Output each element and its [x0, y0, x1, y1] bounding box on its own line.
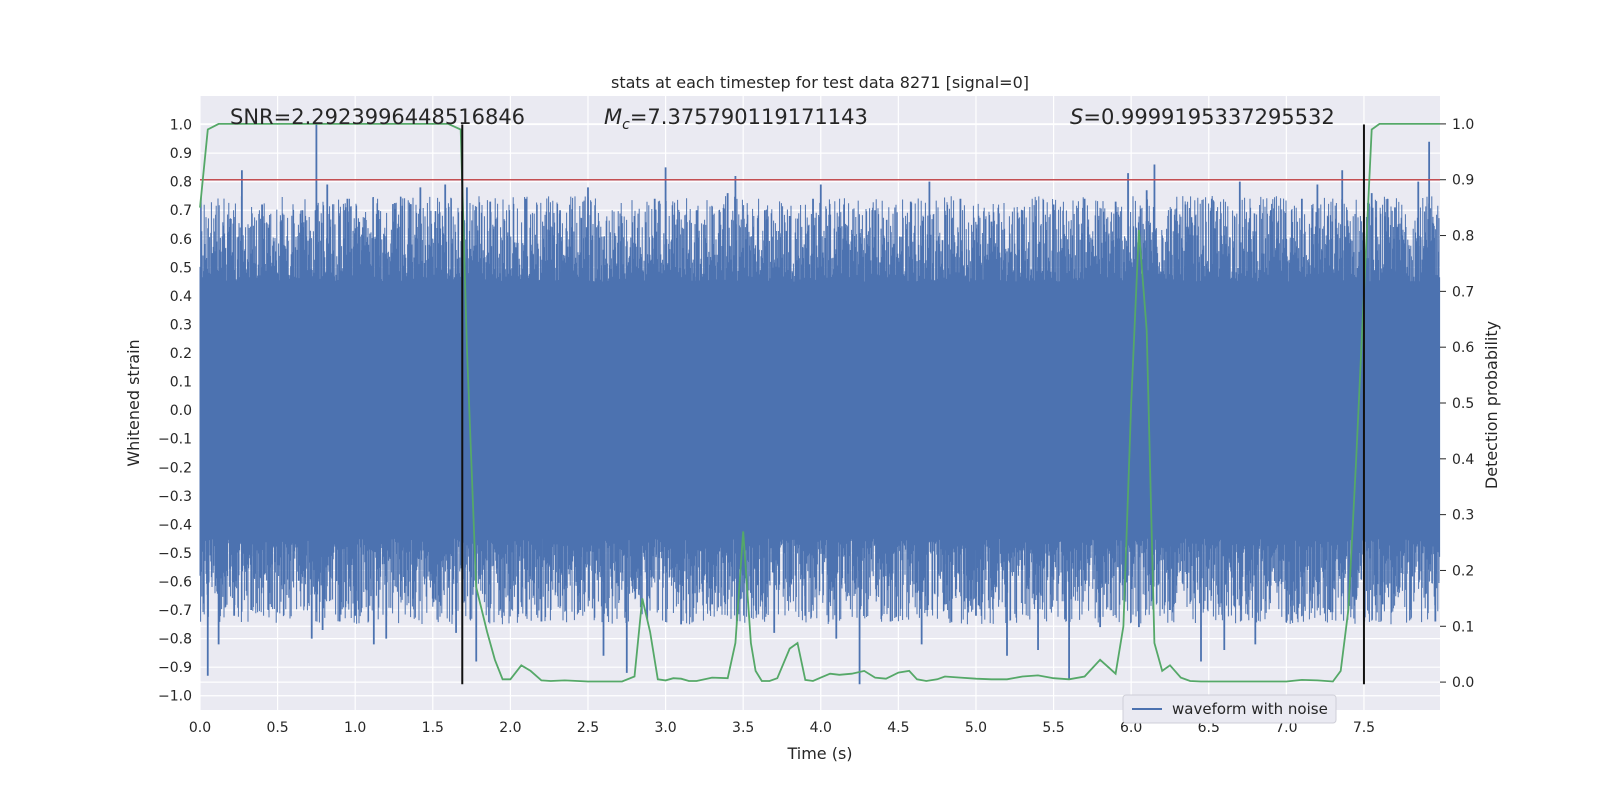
y-tick-label: 0.7	[170, 203, 192, 219]
x-tick-label: 0.5	[266, 720, 288, 736]
snr-annotation: SNR=2.2923996448516846	[230, 105, 525, 129]
y2-tick-label: 0.6	[1452, 340, 1474, 356]
y-tick-label: −0.6	[158, 574, 192, 590]
x-tick-label: 3.0	[654, 720, 676, 736]
x-tick-label: 0.0	[189, 720, 211, 736]
chirp-mass-symbol: M	[604, 105, 622, 129]
chart-title: stats at each timestep for test data 827…	[611, 73, 1029, 92]
y-tick-label: 0.8	[170, 175, 192, 191]
chirp-mass-annotation: Mc=7.375790119171143	[604, 105, 868, 133]
y-tick-label: −0.9	[158, 660, 192, 676]
y-tick-label: −0.3	[158, 489, 192, 505]
chirp-mass-value: =7.375790119171143	[630, 105, 868, 129]
y2-tick-label: 0.8	[1452, 229, 1474, 245]
y2-axis-label: Detection probability	[1482, 321, 1501, 489]
x-tick-label: 2.5	[577, 720, 599, 736]
y-tick-label: 0.9	[170, 146, 192, 162]
legend-label: waveform with noise	[1172, 700, 1328, 718]
probability-series	[199, 123, 1440, 685]
tick-labels: 0.0 0.5 1.0 1.5 2.0 2.5 3.0 3.5 4.0 4.5 5.0 5.5 6.0 6…	[158, 117, 1474, 736]
x-tick-label: 6.5	[1198, 720, 1220, 736]
x-tick-label: 1.5	[422, 720, 444, 736]
y2-tick-label: 0.1	[1452, 619, 1474, 635]
legend: waveform with noise	[1122, 694, 1337, 724]
x-axis-label: Time (s)	[786, 744, 852, 763]
x-tick-label: 7.5	[1353, 720, 1375, 736]
y2-tick-label: 0.4	[1452, 452, 1474, 468]
y-tick-label: 0.1	[170, 375, 192, 391]
y-tick-label: −0.5	[158, 546, 192, 562]
chirp-mass-subscript: c	[622, 117, 630, 133]
detection-probability-line	[199, 123, 1440, 683]
y2-tick-label: 0.2	[1452, 563, 1474, 579]
y-tick-label: −1.0	[158, 689, 192, 705]
y-tick-label: 0.6	[170, 232, 192, 248]
y2-tick-label: 1.0	[1452, 117, 1474, 133]
y-axis-label: Whitened strain	[124, 339, 143, 466]
x-tick-label: 5.5	[1042, 720, 1064, 736]
legend-box	[1122, 694, 1337, 724]
y2-tick-label: 0.0	[1452, 675, 1474, 691]
x-tick-label: 4.5	[887, 720, 909, 736]
waveform-series	[199, 124, 1441, 685]
y-tick-label: 0.5	[170, 260, 192, 276]
x-tick-label: 1.0	[344, 720, 366, 736]
y-tick-label: −0.4	[158, 517, 192, 533]
y-tick-label: 0.4	[170, 289, 192, 305]
y-tick-label: 0.2	[170, 346, 192, 362]
x-tick-label: 2.0	[499, 720, 521, 736]
y2-tick-label: 0.3	[1452, 508, 1474, 524]
y-tick-label: −0.2	[158, 460, 192, 476]
s-annotation: S=0.9999195337295532	[1070, 105, 1335, 129]
x-tick-label: 7.0	[1275, 720, 1297, 736]
y2-tick-label: 0.7	[1452, 284, 1474, 300]
x-tick-label: 3.5	[732, 720, 754, 736]
y-tick-label: 1.0	[170, 118, 192, 134]
x-tick-label: 6.0	[1120, 720, 1142, 736]
x-tick-label: 5.0	[965, 720, 987, 736]
s-symbol: S	[1070, 105, 1083, 129]
y-tick-label: 0.3	[170, 317, 192, 333]
y-tick-label: −0.1	[158, 432, 192, 448]
s-value: =0.9999195337295532	[1083, 105, 1334, 129]
y-tick-label: −0.7	[158, 603, 192, 619]
y2-tick-label: 0.5	[1452, 396, 1474, 412]
y-tick-label: 0.0	[170, 403, 192, 419]
x-tick-label: 4.0	[810, 720, 832, 736]
y-tick-label: −0.8	[158, 632, 192, 648]
y2-tick-label: 0.9	[1452, 173, 1474, 189]
